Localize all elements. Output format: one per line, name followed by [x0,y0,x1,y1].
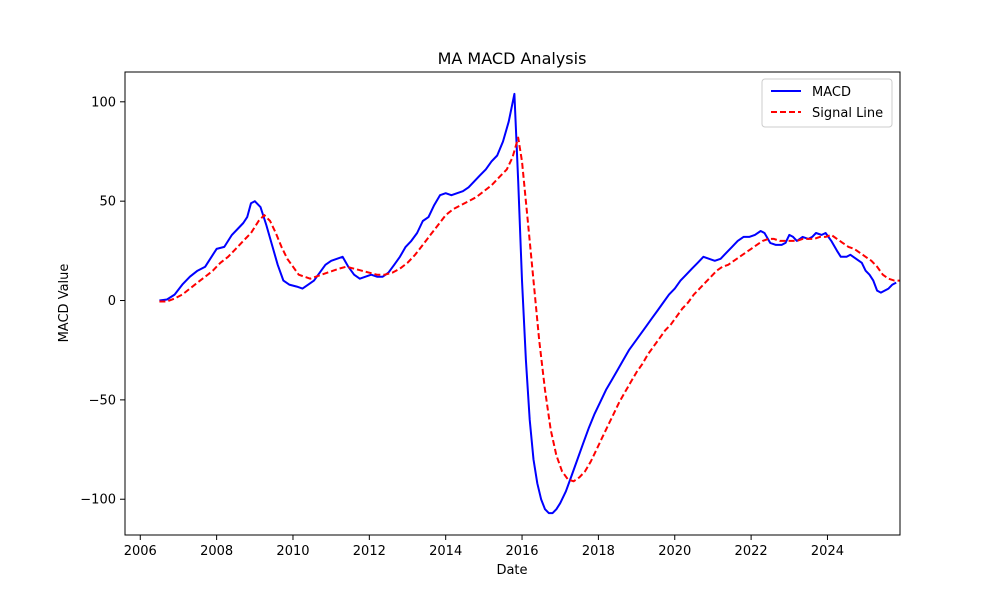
series-line-macd [159,92,897,515]
y-tick-label: 100 [91,95,116,110]
x-axis-label: Date [496,563,527,578]
x-tick-label: 2016 [505,544,538,559]
legend-label-signal-line: Signal Line [812,106,883,121]
chart-title: MA MACD Analysis [438,49,587,68]
x-tick-label: 2014 [429,544,462,559]
y-axis-label: MACD Value [57,264,72,343]
legend-label-macd: MACD [812,85,851,100]
plot-lines [159,92,900,515]
x-axis-ticks: 2006 2008 2010 2012 2014 2016 2018 2020 2022 2024 [124,535,844,559]
legend: MACD Signal Line [761,78,893,128]
plot-frame [124,71,901,536]
x-tick-label: 2006 [124,544,157,559]
y-tick-label: −50 [89,393,116,408]
y-tick-label: 0 [108,294,116,309]
x-tick-label: 2024 [811,544,844,559]
x-tick-label: 2020 [658,544,691,559]
series-line-signal-line [159,136,900,483]
x-tick-label: 2008 [200,544,233,559]
y-tick-label: −100 [80,493,116,508]
y-tick-label: 50 [99,195,116,210]
x-tick-label: 2010 [276,544,309,559]
x-tick-label: 2012 [353,544,386,559]
y-axis-ticks: −100 −50 0 50 100 [80,95,125,508]
x-tick-label: 2022 [735,544,768,559]
x-tick-label: 2018 [582,544,615,559]
